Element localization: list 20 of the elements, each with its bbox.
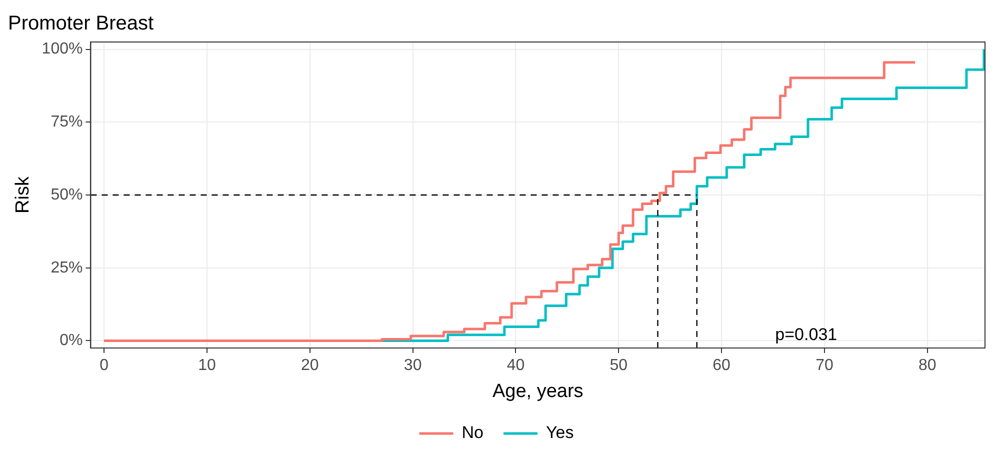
legend-label: Yes bbox=[546, 423, 574, 442]
chart-title: Promoter Breast bbox=[8, 12, 154, 35]
x-tick-label: 40 bbox=[506, 357, 525, 374]
x-tick-label: 20 bbox=[301, 357, 319, 374]
x-tick-label: 60 bbox=[712, 357, 731, 374]
x-tick-label: 0 bbox=[100, 357, 109, 374]
x-axis-title: Age, years bbox=[492, 380, 584, 402]
y-tick-label: 100% bbox=[42, 40, 83, 58]
y-axis-title: Risk bbox=[12, 176, 34, 214]
y-tick-label: 50% bbox=[50, 186, 83, 204]
x-tick-label: 80 bbox=[918, 357, 936, 374]
y-tick-label: 25% bbox=[50, 259, 83, 276]
x-tick-label: 10 bbox=[198, 357, 216, 374]
y-tick-label: 0% bbox=[60, 332, 83, 350]
annotation: p=0.031 bbox=[775, 325, 838, 344]
x-tick-label: 50 bbox=[610, 357, 628, 374]
x-tick-label: 30 bbox=[404, 357, 422, 374]
legend-label: No bbox=[462, 423, 484, 442]
x-tick-label: 70 bbox=[816, 357, 834, 374]
y-tick-label: 75% bbox=[50, 114, 83, 131]
